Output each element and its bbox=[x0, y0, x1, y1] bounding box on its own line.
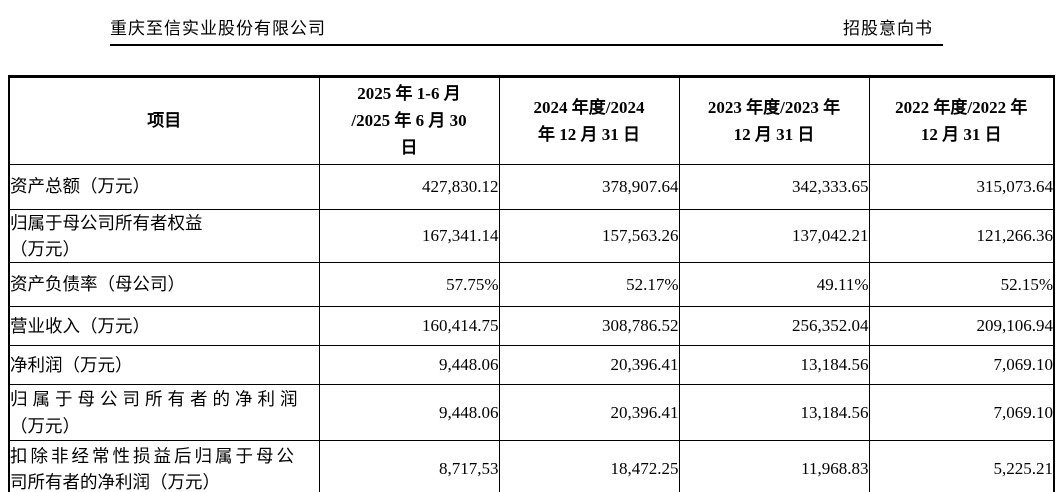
value-cell: 20,396.41 bbox=[498, 384, 680, 442]
value-cell: 7,069.10 bbox=[868, 384, 1055, 442]
value-cell: 160,414.75 bbox=[318, 306, 500, 347]
value-cell: 9,448.06 bbox=[318, 345, 500, 386]
table-row: 归属于母公司所有者的净利润 （万元） 9,448.06 20,396.41 13… bbox=[8, 384, 1055, 442]
table-row: 净利润（万元） 9,448.06 20,396.41 13,184.56 7,0… bbox=[8, 345, 1055, 386]
header-col-2022: 2022 年度/2022 年 12 月 31 日 bbox=[868, 76, 1055, 165]
value-cell: 18,472.25 bbox=[498, 440, 680, 492]
value-cell: 308,786.52 bbox=[498, 306, 680, 347]
value-cell: 52.15% bbox=[868, 262, 1055, 308]
financial-summary-table: 项目 2025 年 1-6 月 /2025 年 6 月 30 日 2024 年度… bbox=[8, 75, 1055, 492]
row-label: 资产总额（万元） bbox=[8, 163, 320, 210]
value-cell: 9,448.06 bbox=[318, 384, 500, 442]
row-label: 资产负债率（母公司） bbox=[8, 262, 320, 308]
value-cell: 13,184.56 bbox=[678, 345, 870, 386]
value-cell: 7,069.10 bbox=[868, 345, 1055, 386]
table-row: 营业收入（万元） 160,414.75 308,786.52 256,352.0… bbox=[8, 306, 1055, 347]
company-name: 重庆至信实业股份有限公司 bbox=[110, 19, 326, 38]
row-label: 净利润（万元） bbox=[8, 345, 320, 386]
row-label: 营业收入（万元） bbox=[8, 306, 320, 347]
value-cell: 20,396.41 bbox=[498, 345, 680, 386]
value-cell: 49.11% bbox=[678, 262, 870, 308]
header-col-2025: 2025 年 1-6 月 /2025 年 6 月 30 日 bbox=[318, 76, 500, 165]
value-cell: 13,184.56 bbox=[678, 384, 870, 442]
row-label: 归属于母公司所有者的净利润 （万元） bbox=[8, 384, 320, 442]
value-cell: 121,266.36 bbox=[868, 208, 1055, 264]
value-cell: 378,907.64 bbox=[498, 163, 680, 210]
value-cell: 11,968.83 bbox=[678, 440, 870, 492]
value-cell: 256,352.04 bbox=[678, 306, 870, 347]
value-cell: 315,073.64 bbox=[868, 163, 1055, 210]
row-label: 归属于母公司所有者权益 （万元） bbox=[8, 208, 320, 264]
value-cell: 167,341.14 bbox=[318, 208, 500, 264]
row-label: 扣除非经常性损益后归属于母公 司所有者的净利润（万元） bbox=[8, 440, 320, 492]
header-col-2023: 2023 年度/2023 年 12 月 31 日 bbox=[678, 76, 870, 165]
table-row: 归属于母公司所有者权益 （万元） 167,341.14 157,563.26 1… bbox=[8, 208, 1055, 264]
value-cell: 157,563.26 bbox=[498, 208, 680, 264]
value-cell: 137,042.21 bbox=[678, 208, 870, 264]
header-col-2024: 2024 年度/2024 年 12 月 31 日 bbox=[498, 76, 680, 165]
page-header: 重庆至信实业股份有限公司 招股意向书 bbox=[110, 14, 943, 46]
document-title: 招股意向书 bbox=[843, 19, 933, 38]
value-cell: 5,225.21 bbox=[868, 440, 1055, 492]
value-cell: 57.75% bbox=[318, 262, 500, 308]
table-row: 资产负债率（母公司） 57.75% 52.17% 49.11% 52.15% bbox=[8, 262, 1055, 308]
value-cell: 8,717,53 bbox=[318, 440, 500, 492]
table-header-row: 项目 2025 年 1-6 月 /2025 年 6 月 30 日 2024 年度… bbox=[8, 76, 1055, 165]
header-col-item: 项目 bbox=[8, 76, 320, 165]
value-cell: 342,333.65 bbox=[678, 163, 870, 210]
value-cell: 209,106.94 bbox=[868, 306, 1055, 347]
value-cell: 427,830.12 bbox=[318, 163, 500, 210]
table-row: 扣除非经常性损益后归属于母公 司所有者的净利润（万元） 8,717,53 18,… bbox=[8, 440, 1055, 492]
value-cell: 52.17% bbox=[498, 262, 680, 308]
table-row: 资产总额（万元） 427,830.12 378,907.64 342,333.6… bbox=[8, 163, 1055, 210]
